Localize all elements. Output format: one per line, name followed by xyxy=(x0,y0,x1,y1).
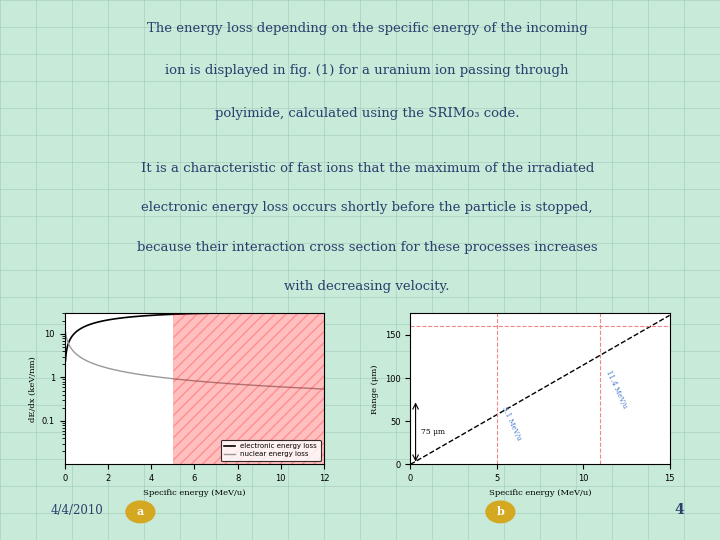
electronic energy loss xyxy=(88,321,96,327)
nuclear energy loss xyxy=(166,375,174,382)
electronic energy loss xyxy=(175,311,184,318)
Line: nuclear energy loss: nuclear energy loss xyxy=(66,332,324,389)
electronic energy loss xyxy=(238,309,247,316)
Text: 4/4/2010: 4/4/2010 xyxy=(50,504,103,517)
electronic energy loss xyxy=(320,309,328,316)
Text: 5.1 MeV/u: 5.1 MeV/u xyxy=(500,406,523,442)
electronic energy loss xyxy=(267,309,276,316)
electronic energy loss xyxy=(61,357,70,364)
Text: 11.4 MeV/u: 11.4 MeV/u xyxy=(604,369,629,410)
electronic energy loss xyxy=(303,309,312,316)
nuclear energy loss xyxy=(88,360,96,366)
Text: 4: 4 xyxy=(674,503,684,517)
nuclear energy loss xyxy=(238,381,247,388)
nuclear energy loss xyxy=(320,386,328,392)
Text: because their interaction cross section for these processes increases: because their interaction cross section … xyxy=(137,241,598,254)
Y-axis label: dE/dx (keV/nm): dE/dx (keV/nm) xyxy=(28,356,37,422)
nuclear energy loss xyxy=(61,329,70,335)
nuclear energy loss xyxy=(175,376,184,383)
Text: with decreasing velocity.: with decreasing velocity. xyxy=(284,280,450,293)
Legend: electronic energy loss, nuclear energy loss: electronic energy loss, nuclear energy l… xyxy=(221,440,320,461)
Line: electronic energy loss: electronic energy loss xyxy=(66,313,324,361)
electronic energy loss xyxy=(166,311,174,318)
Text: polyimide, calculated using the SRIMo₃ code.: polyimide, calculated using the SRIMo₃ c… xyxy=(215,107,519,120)
electronic energy loss xyxy=(263,309,271,316)
Text: a: a xyxy=(137,507,144,517)
X-axis label: Specific energy (MeV/u): Specific energy (MeV/u) xyxy=(143,489,246,497)
Text: b: b xyxy=(497,507,504,517)
nuclear energy loss xyxy=(267,383,276,389)
Text: It is a characteristic of fast ions that the maximum of the irradiated: It is a characteristic of fast ions that… xyxy=(140,162,594,175)
nuclear energy loss xyxy=(263,383,271,389)
Text: The energy loss depending on the specific energy of the incoming: The energy loss depending on the specifi… xyxy=(147,22,588,35)
Text: ion is displayed in fig. (1) for a uranium ion passing through: ion is displayed in fig. (1) for a urani… xyxy=(166,64,569,77)
Text: electronic energy loss occurs shortly before the particle is stopped,: electronic energy loss occurs shortly be… xyxy=(141,201,593,214)
Bar xyxy=(173,313,324,464)
Y-axis label: Range (μm): Range (μm) xyxy=(372,364,379,414)
Text: 75 μm: 75 μm xyxy=(420,428,445,436)
X-axis label: Specific energy (MeV/u): Specific energy (MeV/u) xyxy=(489,489,591,497)
